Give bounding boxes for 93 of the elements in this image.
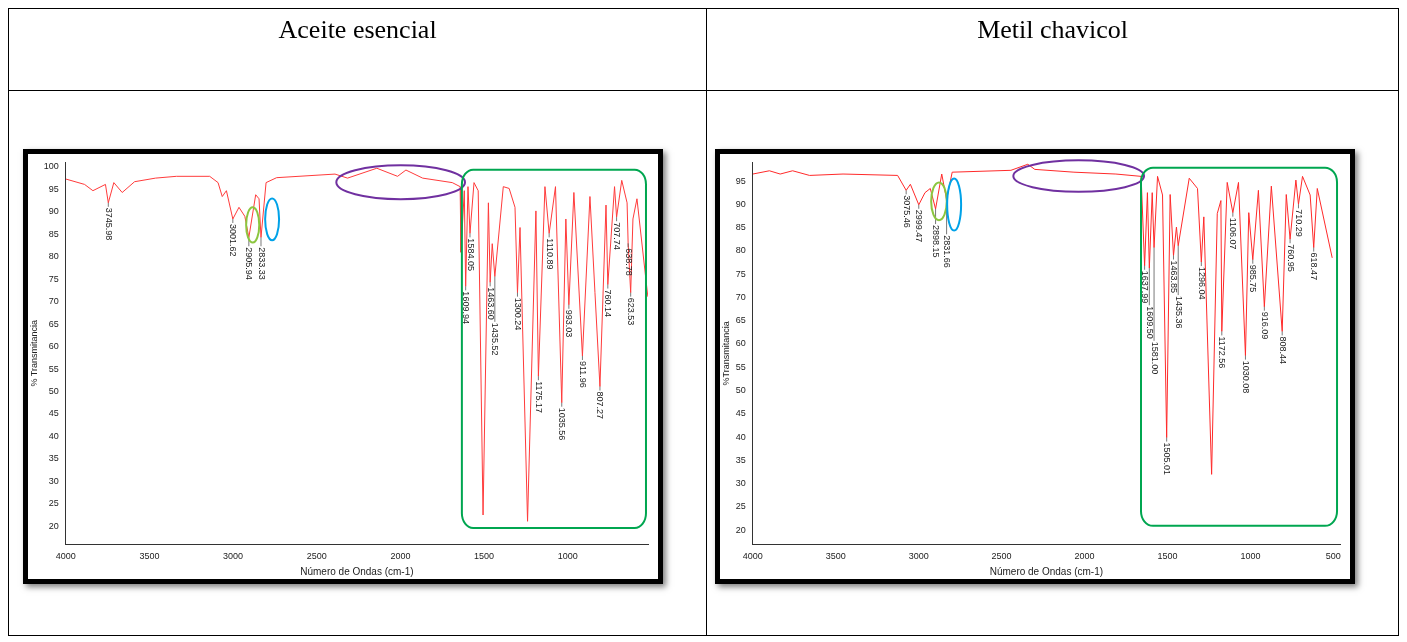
y-tick-label: 85 [735, 222, 746, 233]
annotation: 1609.94 [461, 291, 472, 324]
y-tick-label: 40 [735, 431, 746, 442]
y-axis-title: % Transmitancia [28, 320, 39, 387]
y-tick-label: 45 [735, 408, 746, 419]
annotation: 1505.01 [1162, 442, 1173, 476]
annotation: 1637.99 [1140, 270, 1151, 304]
y-tick-label: 20 [48, 520, 59, 531]
y-tick-label: 40 [48, 430, 59, 441]
y-tick-label: 95 [48, 183, 59, 194]
x-tick-label: 1000 [557, 551, 578, 562]
y-tick-label: 20 [735, 524, 746, 535]
annotation: 3075.46 [901, 195, 912, 228]
y-tick-label: 95 [735, 175, 746, 186]
x-axis-title: Número de Ondas (cm-1) [300, 565, 414, 577]
annotation: 1035.56 [557, 407, 568, 441]
annotation: 3001.62 [228, 224, 239, 257]
y-tick-label: 60 [735, 338, 746, 349]
annotation: 993.03 [564, 309, 575, 338]
annotation: 1172.56 [1217, 336, 1228, 369]
y-tick-label: 65 [735, 315, 746, 326]
y-tick-label: 75 [48, 273, 59, 284]
y-tick-label: 90 [735, 198, 746, 209]
annotation: 3745.98 [103, 207, 114, 241]
x-tick-label: 500 [1326, 551, 1342, 562]
annotation: 1106.07 [1228, 217, 1239, 250]
x-tick-label: 4000 [742, 551, 764, 562]
annotation: 2898.15 [931, 225, 942, 258]
y-tick-label: 75 [735, 268, 746, 279]
y-tick-label: 70 [48, 296, 59, 307]
y-tick-label: 30 [735, 478, 746, 489]
x-tick-label: 1500 [1157, 551, 1178, 562]
x-tick-label: 1000 [1240, 551, 1261, 562]
annotation: 807.27 [595, 391, 606, 420]
annotation: 1581.00 [1149, 341, 1160, 375]
y-tick-label: 55 [48, 363, 59, 374]
annotation: 911.96 [577, 361, 588, 388]
y-tick-label: 80 [48, 251, 59, 262]
x-tick-label: 3500 [139, 551, 160, 562]
annotation: 808.44 [1277, 336, 1288, 364]
annotation: 1463.60 [485, 287, 496, 320]
annotation: 710.29 [1294, 209, 1305, 237]
x-axis-title: Número de Ondas (cm-1) [989, 565, 1104, 577]
annotation: 760.95 [1285, 244, 1296, 272]
y-tick-label: 60 [48, 341, 59, 352]
y-tick-label: 85 [48, 228, 59, 239]
y-tick-label: 50 [735, 385, 746, 396]
annotation: 1435.36 [1173, 296, 1184, 329]
annotation: 916.09 [1260, 311, 1271, 340]
x-tick-label: 2000 [390, 551, 411, 562]
annotation: 618.47 [1309, 252, 1320, 281]
x-tick-label: 3000 [223, 551, 244, 562]
annotation: 2999.47 [914, 209, 925, 243]
y-tick-label: 70 [735, 291, 746, 302]
y-tick-label: 65 [48, 318, 59, 329]
annotation: 1609.50 [1145, 306, 1156, 339]
x-tick-label: 4000 [55, 551, 76, 562]
annotation: 1463.85 [1169, 260, 1180, 294]
annotation: 1030.08 [1241, 360, 1252, 394]
x-tick-label: 1500 [474, 551, 495, 562]
x-tick-label: 2500 [991, 551, 1012, 562]
y-tick-label: 55 [735, 361, 746, 372]
y-tick-label: 50 [48, 385, 59, 396]
y-tick-label: 80 [735, 245, 746, 256]
x-tick-label: 2000 [1074, 551, 1095, 562]
annotation: 707.74 [612, 222, 623, 250]
y-axis-title: %Transmitancia [721, 321, 732, 386]
annotation: 1110.89 [544, 238, 555, 270]
annotation: 1435.52 [490, 322, 501, 356]
y-tick-label: 35 [48, 453, 59, 464]
chart-title: Metil chavicol [706, 8, 1399, 91]
y-tick-label: 45 [48, 408, 59, 419]
y-tick-label: 35 [735, 454, 746, 465]
annotation: 2831.66 [942, 235, 953, 268]
annotation: 1296.04 [1197, 267, 1208, 300]
annotation: 2905.94 [244, 247, 255, 280]
x-tick-label: 3000 [908, 551, 929, 562]
annotation: 760.14 [603, 289, 614, 318]
y-tick-label: 25 [735, 501, 746, 512]
y-tick-label: 30 [48, 475, 59, 486]
annotation: 638.78 [623, 248, 634, 276]
x-tick-label: 3500 [825, 551, 846, 562]
annotation: 2833.33 [256, 247, 267, 280]
chart-title: Aceite esencial [8, 8, 707, 91]
x-tick-label: 2500 [306, 551, 327, 562]
annotation: 623.53 [626, 297, 637, 326]
annotation: 1175.17 [533, 381, 544, 414]
y-tick-label: 25 [48, 498, 59, 509]
y-tick-label: 90 [48, 206, 59, 217]
annotation: 985.75 [1248, 264, 1259, 293]
annotation: 1300.24 [512, 297, 523, 331]
annotation: 1584.05 [465, 238, 476, 271]
y-tick-label: 100 [43, 161, 59, 172]
